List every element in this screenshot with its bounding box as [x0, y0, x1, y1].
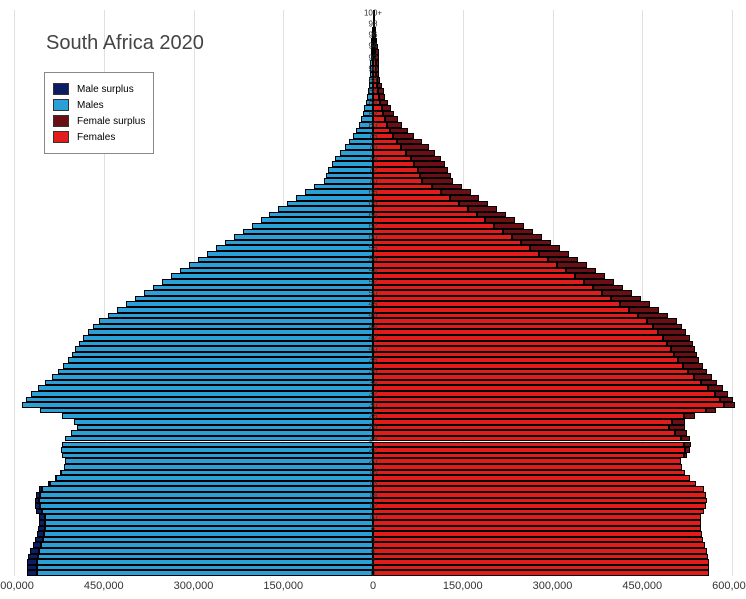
y-axis-label: 36: [369, 367, 378, 376]
legend-label: Female surplus: [77, 116, 145, 127]
legend: Male surplus Males Female surplus Females: [44, 72, 154, 154]
y-axis-label: 28: [369, 412, 378, 421]
y-axis-label: 86: [369, 87, 378, 96]
legend-item: Female surplus: [53, 115, 145, 127]
x-axis-label: 450,000: [622, 580, 662, 592]
y-axis-label: 60: [369, 232, 378, 241]
legend-label: Male surplus: [77, 84, 134, 95]
y-axis-label: 92: [369, 53, 378, 62]
bar-females: [373, 570, 709, 576]
grid-line: [732, 10, 733, 576]
legend-item: Males: [53, 99, 145, 111]
chart-title: South Africa 2020: [46, 32, 204, 55]
y-axis-label: 40: [369, 345, 378, 354]
bar-male-surplus: [27, 570, 38, 576]
y-axis-label: 88: [369, 76, 378, 85]
y-axis-label: 44: [369, 322, 378, 331]
y-axis-label: 22: [369, 445, 378, 454]
chart-container: South Africa 2020 Male surplus Males Femal…: [0, 0, 746, 599]
y-axis-label: 96: [369, 31, 378, 40]
x-axis-label: 300,000: [533, 580, 573, 592]
legend-label: Females: [77, 132, 115, 143]
y-axis-label: 76: [369, 143, 378, 152]
y-axis-label: 42: [369, 333, 378, 342]
y-axis-label: 98: [369, 20, 378, 29]
y-axis-label: 56: [369, 255, 378, 264]
y-axis-label: 50: [369, 289, 378, 298]
y-axis-label: 66: [369, 199, 378, 208]
x-axis-label: 150,000: [443, 580, 483, 592]
y-axis-label: 80: [369, 120, 378, 129]
y-axis-label: 90: [369, 64, 378, 73]
y-axis-label: 2: [371, 557, 375, 566]
y-axis-label: 32: [369, 389, 378, 398]
legend-swatch-icon: [53, 83, 69, 95]
x-axis-label: 600,000: [712, 580, 746, 592]
y-axis-label: 52: [369, 277, 378, 286]
y-axis-label: 0: [371, 569, 375, 578]
y-axis-label: 18: [369, 468, 378, 477]
y-axis-label: 82: [369, 109, 378, 118]
y-axis-label: 46: [369, 311, 378, 320]
x-axis-label: 150,000: [263, 580, 303, 592]
y-axis-label: 54: [369, 266, 378, 275]
x-axis-label: 0: [370, 580, 376, 592]
y-axis-label: 24: [369, 434, 378, 443]
legend-swatch-icon: [53, 99, 69, 111]
legend-item: Females: [53, 131, 145, 143]
y-axis-label: 64: [369, 210, 378, 219]
y-axis-label: 84: [369, 98, 378, 107]
y-axis-label: 34: [369, 378, 378, 387]
y-axis-label: 12: [369, 501, 378, 510]
y-axis-label: 6: [371, 535, 375, 544]
bar-males: [37, 570, 373, 576]
y-axis-label: 74: [369, 154, 378, 163]
y-axis-label: 8: [371, 524, 375, 533]
y-axis-label: 20: [369, 457, 378, 466]
legend-swatch-icon: [53, 115, 69, 127]
y-axis-label: 48: [369, 300, 378, 309]
y-axis-label: 68: [369, 188, 378, 197]
y-axis-label: 78: [369, 132, 378, 141]
y-axis-label: 4: [371, 546, 375, 555]
y-axis-label: 100+: [364, 8, 382, 17]
y-axis-label: 58: [369, 244, 378, 253]
y-axis-label: 10: [369, 513, 378, 522]
y-axis-label: 26: [369, 423, 378, 432]
legend-swatch-icon: [53, 131, 69, 143]
y-axis-label: 38: [369, 356, 378, 365]
y-axis-label: 72: [369, 165, 378, 174]
y-axis-label: 62: [369, 221, 378, 230]
y-axis-label: 94: [369, 42, 378, 51]
y-axis-label: 16: [369, 479, 378, 488]
y-axis-label: 30: [369, 401, 378, 410]
legend-item: Male surplus: [53, 83, 145, 95]
x-axis-label: 450,000: [84, 580, 124, 592]
x-axis-label: 600,000: [0, 580, 34, 592]
legend-label: Males: [77, 100, 104, 111]
y-axis-label: 70: [369, 176, 378, 185]
x-axis-label: 300,000: [174, 580, 214, 592]
y-axis-label: 14: [369, 490, 378, 499]
